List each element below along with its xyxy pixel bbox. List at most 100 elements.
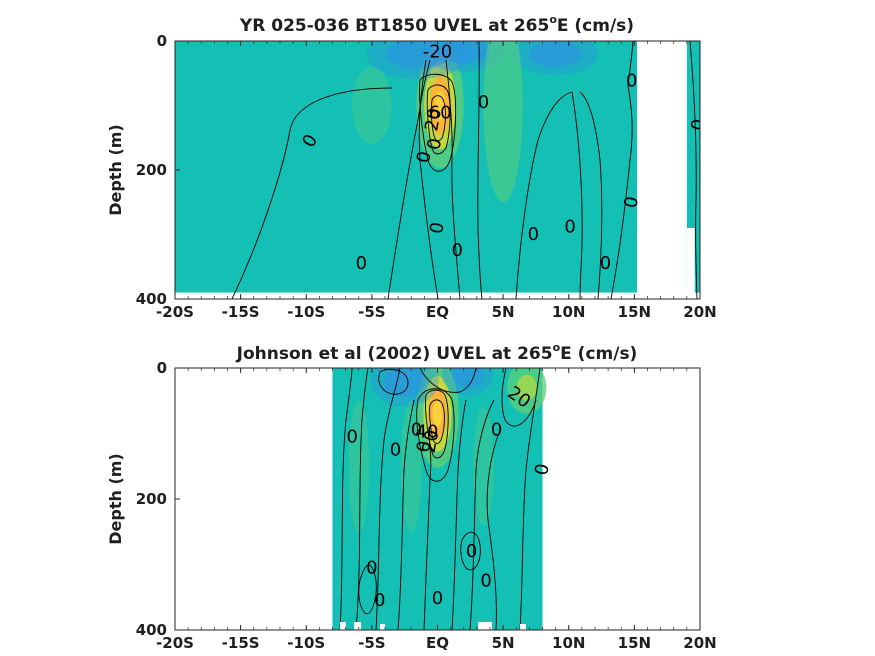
bottom-contour-line bbox=[378, 368, 409, 395]
top-x-tick-label: 10N bbox=[552, 303, 585, 321]
bottom-contour-line bbox=[423, 429, 432, 630]
top-contour-line bbox=[571, 91, 583, 299]
top-panel-title: YR 025-036 BT1850 UVEL at 265oE (cm/s) bbox=[239, 13, 634, 36]
top-panel: YR 025-036 BT1850 UVEL at 265oE (cm/s) D… bbox=[106, 13, 717, 321]
top-y-tick-label: 0 bbox=[157, 32, 167, 50]
bottom-title-main: Johnson et al (2002) UVEL at 265 bbox=[236, 344, 553, 364]
bottom-velocity-max bbox=[472, 407, 494, 526]
top-missing-region bbox=[637, 41, 687, 299]
top-contour-label: 0 bbox=[564, 216, 575, 237]
bottom-x-tick-label: -15S bbox=[222, 634, 260, 652]
bottom-y-tick-label: 0 bbox=[157, 359, 167, 377]
top-velocity-min-core bbox=[437, 41, 490, 64]
bottom-contour-line bbox=[486, 429, 501, 630]
top-y-axis-title: Depth (m) bbox=[106, 124, 125, 216]
top-y-tick-label: 400 bbox=[136, 290, 167, 308]
top-contour-line bbox=[627, 41, 634, 86]
bottom-contour-label: 0 bbox=[531, 462, 554, 477]
top-contour-label: 0 bbox=[413, 150, 436, 165]
top-field-features bbox=[352, 41, 599, 203]
bottom-contour-label: 0 bbox=[413, 439, 436, 454]
bottom-contour-line bbox=[519, 368, 541, 630]
bottom-y-tick-label: 200 bbox=[136, 490, 167, 508]
top-contour-line bbox=[515, 91, 573, 299]
bottom-contour-label: 0 bbox=[466, 541, 477, 562]
top-contour-label: 0 bbox=[528, 224, 539, 245]
top-contour-label: 20 bbox=[421, 107, 446, 133]
bottom-missing-notch bbox=[354, 622, 361, 630]
top-contour-line bbox=[689, 41, 698, 299]
bottom-contour-line bbox=[375, 368, 401, 630]
bottom-contour-label: 0 bbox=[346, 426, 357, 447]
top-title-degree: o bbox=[549, 13, 557, 26]
top-x-tick-label: 20N bbox=[683, 303, 716, 321]
top-x-tick-label: -5S bbox=[358, 303, 385, 321]
top-x-tick-label: -15S bbox=[222, 303, 260, 321]
bottom-x-tick-label: -10S bbox=[287, 634, 325, 652]
top-x-tick-label: 15N bbox=[618, 303, 651, 321]
top-contour-label: 0 bbox=[626, 70, 637, 91]
top-x-tick-label: EQ bbox=[426, 303, 449, 321]
bottom-velocity-max bbox=[400, 400, 422, 532]
top-contour-label: 0 bbox=[478, 92, 489, 113]
bottom-field-features bbox=[348, 368, 547, 532]
bottom-y-tick-label: 400 bbox=[136, 621, 167, 639]
bottom-missing-data bbox=[340, 622, 526, 630]
top-contour-line bbox=[579, 91, 603, 299]
top-contour-label: 0 bbox=[451, 240, 462, 261]
top-contour-label: 0 bbox=[356, 253, 367, 274]
top-contour-lines bbox=[231, 41, 698, 299]
top-velocity-max bbox=[352, 66, 392, 145]
top-missing-region bbox=[686, 228, 695, 299]
top-contour-line bbox=[610, 84, 633, 299]
bottom-missing-notch bbox=[380, 624, 385, 630]
bottom-x-tick-label: 15N bbox=[618, 634, 651, 652]
top-title-main: YR 025-036 BT1850 UVEL at 265 bbox=[239, 16, 549, 36]
bottom-contour-line bbox=[397, 399, 415, 630]
top-contour-line bbox=[477, 41, 483, 299]
top-contour-label: 0 bbox=[426, 221, 449, 236]
top-contour-line bbox=[445, 59, 461, 299]
bottom-contour-line bbox=[358, 564, 377, 615]
bottom-title-degree: o bbox=[553, 341, 561, 354]
top-velocity-min-core bbox=[386, 41, 450, 70]
top-velocity-min-core bbox=[529, 41, 582, 67]
bottom-contour-label: 40 bbox=[416, 422, 439, 443]
bottom-contour-line bbox=[339, 368, 353, 630]
bottom-velocity-min-core bbox=[383, 368, 426, 397]
top-contour-label: 0 bbox=[424, 137, 447, 152]
top-contour-line bbox=[418, 59, 439, 299]
top-contour-line bbox=[387, 59, 431, 299]
bottom-missing-notch bbox=[478, 622, 492, 630]
top-contour-label: 0 bbox=[600, 253, 611, 274]
bottom-contour-label: 0 bbox=[411, 420, 422, 441]
bottom-contour-label: 0 bbox=[366, 557, 377, 578]
bottom-x-tick-label: EQ bbox=[426, 634, 449, 652]
bottom-velocity-peak bbox=[432, 401, 443, 427]
bottom-panel-title: Johnson et al (2002) UVEL at 265oE (cm/s… bbox=[236, 341, 638, 364]
bottom-velocity-max bbox=[348, 400, 370, 532]
top-contour-line bbox=[426, 84, 451, 155]
bottom-title-unit: E (cm/s) bbox=[560, 344, 637, 364]
top-y-tick-label: 200 bbox=[136, 161, 167, 179]
top-x-tick-label: 5N bbox=[492, 303, 515, 321]
bottom-missing-notch bbox=[520, 624, 526, 630]
top-velocity-max bbox=[483, 41, 523, 203]
bottom-contour-line bbox=[419, 368, 477, 393]
top-contour-label: -20 bbox=[423, 41, 452, 62]
bottom-contour-label: 0 bbox=[432, 588, 443, 609]
top-x-tick-label: -20S bbox=[156, 303, 194, 321]
bottom-contour-label: 0 bbox=[491, 420, 502, 441]
top-x-tick-label: -10S bbox=[287, 303, 325, 321]
bottom-contour-lines bbox=[339, 368, 541, 630]
bottom-contour-line bbox=[451, 399, 467, 630]
bottom-contour-label: 0 bbox=[374, 590, 385, 611]
bottom-contour-line bbox=[429, 399, 445, 445]
top-contour-line bbox=[419, 73, 457, 172]
top-contour-line bbox=[231, 87, 393, 299]
top-missing-data bbox=[637, 41, 695, 299]
bottom-missing-notch bbox=[340, 622, 346, 630]
bottom-x-tick-label: -20S bbox=[156, 634, 194, 652]
